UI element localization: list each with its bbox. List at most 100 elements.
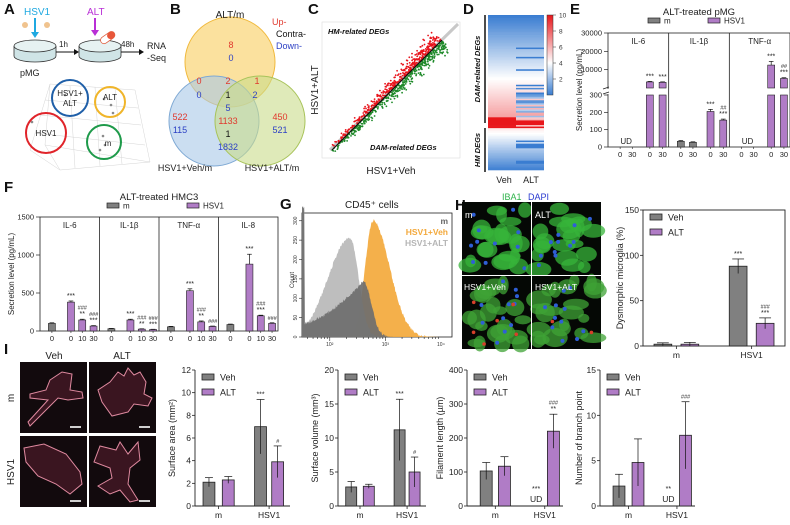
pca-label-hsv1-alt-2: ALT	[63, 99, 77, 108]
heatmap-cell-veh	[488, 95, 516, 98]
heatmap-cell-veh	[488, 140, 516, 143]
heatmap-cell-veh	[488, 35, 516, 37]
arrowhead-icon	[139, 49, 144, 55]
panel-c-scatter: C HM-related DEGs DAM-related DEGs HSV1+…	[308, 1, 461, 177]
bar-hsv1	[767, 64, 775, 89]
significance-marker: ***	[245, 246, 253, 253]
venn-label-hsv1-alt-m: HSV1+ALT/m	[245, 163, 300, 173]
y-tick-label: 0	[634, 341, 639, 351]
scatter-point	[409, 64, 412, 67]
panel-h: H IBA1 DAPI m ALT HSV1+Veh HSV1+ALT 0 50 1…	[455, 192, 786, 360]
x-tick-label: 10	[78, 334, 86, 343]
scatter-point	[427, 49, 430, 52]
heatmap-cell-veh	[488, 72, 516, 75]
heatmap-cell-alt	[516, 87, 544, 90]
alt-label: ALT	[87, 7, 105, 18]
image-label-hsv1-veh: HSV1+Veh	[464, 282, 506, 292]
scatter-point	[359, 126, 362, 129]
heatmap-cell-alt	[516, 132, 544, 135]
heatmap-cell-veh	[488, 90, 516, 93]
scatter-point	[442, 46, 445, 49]
significance-marker: ###	[256, 302, 266, 308]
heatmap-cell-veh	[488, 18, 516, 20]
heatmap-cell-alt	[516, 59, 544, 62]
scatter-point	[423, 43, 426, 46]
heatmap-cell-alt	[516, 80, 544, 82]
dapi-nucleus	[572, 223, 577, 228]
heatmap-cell-veh	[488, 103, 516, 106]
bar-hsv1	[780, 78, 788, 89]
y-tick-label: 10	[182, 388, 192, 398]
heatmap-cell-veh	[488, 162, 516, 165]
plot-frame	[642, 209, 786, 347]
heatmap-cell-alt	[516, 163, 544, 166]
heatmap-cell-veh	[488, 86, 516, 89]
bar-hsv1	[137, 328, 146, 332]
heatmap-cell-alt	[516, 67, 544, 70]
scatter-point	[361, 123, 364, 125]
scatter-point	[442, 48, 445, 51]
scatter-point	[381, 103, 383, 106]
scatter-point	[353, 120, 356, 123]
scatter-point	[379, 89, 381, 92]
scatter-point	[426, 63, 428, 66]
scatter-point	[335, 141, 338, 143]
scatter-point	[435, 49, 438, 52]
scatter-point	[438, 48, 440, 51]
significance-marker: ***	[706, 101, 714, 108]
heatmap-cell-alt	[516, 66, 544, 68]
significance-marker: ***	[256, 391, 264, 398]
y-tick-label: 20	[325, 365, 335, 375]
scatter-point	[362, 112, 365, 114]
heatmap-cell-veh	[488, 163, 516, 166]
scatter-point	[421, 50, 423, 53]
heatmap-cell-veh	[488, 70, 516, 73]
scatter-point	[433, 43, 435, 46]
y-tick-label: 15	[325, 399, 335, 409]
heatmap-cell-alt	[516, 73, 544, 76]
heatmap-cell-veh	[488, 64, 516, 67]
iba1-cell	[532, 236, 551, 253]
scatter-point	[428, 41, 431, 43]
y-axis-label: Secretion level (pg/mL)	[7, 233, 16, 316]
scatter-point	[366, 112, 369, 114]
scatter-point	[401, 74, 404, 77]
x-tick-label: 0	[228, 334, 232, 343]
scatter-point	[422, 73, 425, 76]
heatmap-cell-veh	[488, 168, 516, 171]
heatmap-cell-alt	[516, 109, 544, 112]
y-tick-label: 8	[186, 410, 191, 420]
scatter-point	[420, 63, 423, 66]
dapi-nucleus	[501, 279, 506, 284]
scatter-point	[348, 128, 351, 131]
scatter-point	[385, 86, 388, 88]
scatter-point	[373, 98, 376, 100]
heatmap-cell-veh	[488, 75, 516, 78]
heatmap-cell-alt	[516, 162, 544, 165]
scatter-point	[334, 150, 337, 153]
heatmap-cell-veh	[488, 108, 516, 110]
heatmap-cell-veh	[488, 143, 516, 146]
iba1-cell	[551, 320, 571, 337]
legend-label-m: m	[440, 216, 448, 226]
significance-marker: ###	[208, 319, 218, 325]
iba1-cell	[491, 254, 515, 271]
legend-swatch-m	[106, 202, 120, 209]
y-tick-label: 1500	[17, 213, 34, 222]
iba1-cell	[475, 321, 488, 332]
scatter-point	[442, 42, 445, 45]
scatter-point	[371, 119, 373, 122]
scatter-point	[400, 87, 402, 90]
scatter-point	[411, 52, 413, 55]
scatter-point	[428, 54, 430, 56]
scatter-point	[396, 96, 399, 98]
scatter-point	[332, 150, 335, 152]
panel-a: A HSV1 1h ALT 48h RNA -Seq pMG	[4, 1, 166, 171]
y-tick-label: 300	[293, 216, 299, 225]
x-group-label: HSV1	[741, 350, 763, 360]
count-contra: 1	[225, 129, 230, 139]
dapi-nucleus	[587, 216, 592, 221]
scatter-point	[399, 85, 401, 87]
scatter-point	[423, 53, 426, 56]
scatter-point	[404, 77, 407, 80]
